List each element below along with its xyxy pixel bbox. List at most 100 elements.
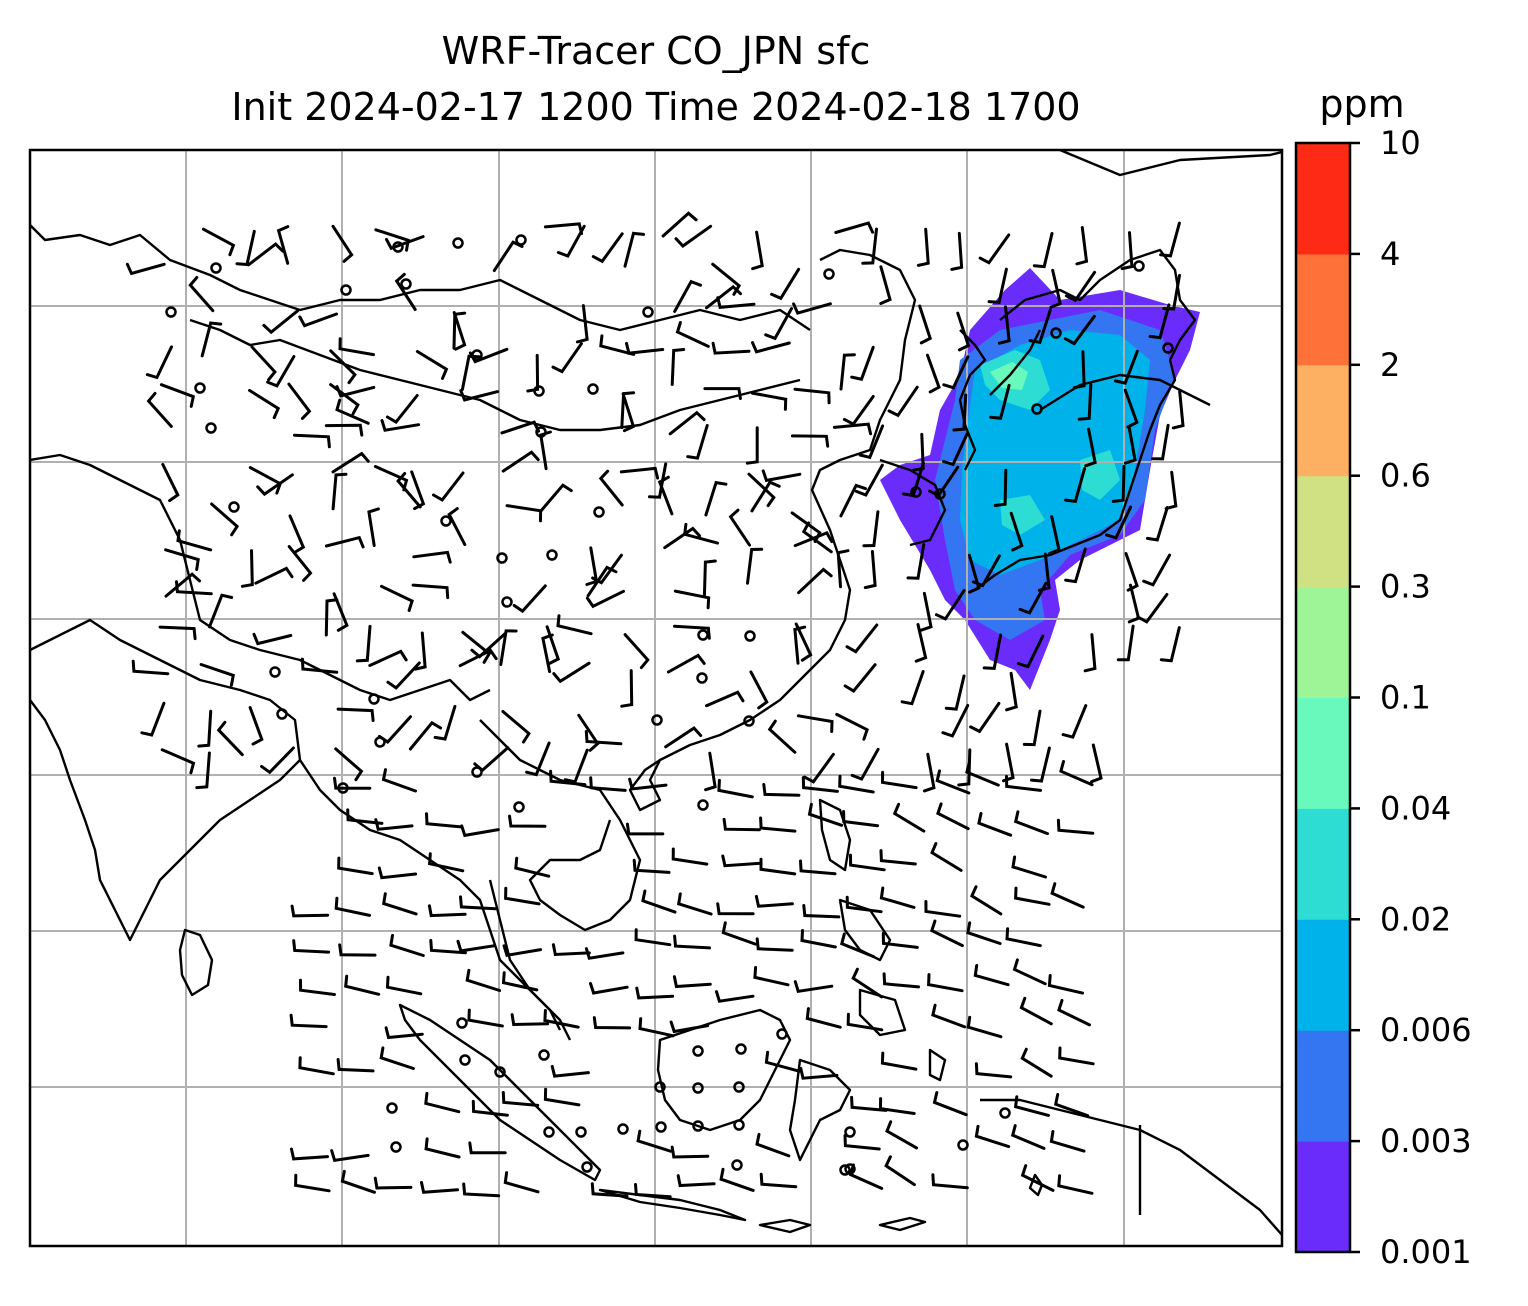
wind-barb (161, 463, 180, 503)
wind-barb (967, 553, 981, 594)
wind-barb (794, 622, 813, 662)
wind-barb (916, 227, 930, 267)
wind-barb (674, 224, 713, 248)
wind-barb (842, 810, 880, 828)
wind-barb (762, 783, 801, 797)
wind-barb (462, 1182, 501, 1198)
calm-marker (581, 1161, 593, 1173)
colorbar-band (1296, 697, 1350, 809)
wind-barb (749, 670, 769, 710)
wind-barb (551, 943, 591, 957)
wind-barb (838, 774, 875, 794)
wind-barb (428, 852, 465, 873)
calm-marker (269, 666, 281, 678)
calm-marker (692, 1045, 704, 1057)
wind-barb (384, 1026, 424, 1040)
wind-barb (987, 267, 1008, 304)
wind-barb (300, 657, 339, 674)
wind-barb (966, 1015, 1003, 1039)
calm-marker (733, 1081, 745, 1093)
wind-barb (543, 1009, 580, 1029)
wind-barb (1009, 511, 1024, 552)
wind-barb (381, 768, 417, 793)
calm-marker (697, 629, 709, 641)
wind-barb (500, 420, 541, 435)
wind-barb (751, 230, 764, 271)
wind-barb (677, 892, 713, 916)
wind-barb (971, 554, 1001, 588)
wind-barb (549, 769, 587, 787)
wind-barb (1049, 1130, 1086, 1153)
wind-barb (836, 549, 850, 589)
wind-barb (839, 483, 867, 518)
wind-barb (759, 816, 797, 833)
wind-barb (379, 1046, 415, 1070)
wind-barb (1013, 810, 1049, 836)
calm-marker (165, 306, 177, 318)
wind-barb (632, 858, 671, 874)
gridlines (30, 150, 1282, 1246)
calm-marker (390, 1141, 402, 1153)
colorbar-tick-label: 0.1 (1380, 679, 1431, 717)
calm-marker (546, 549, 558, 561)
colorbar-band (1296, 143, 1350, 255)
wind-barb (1145, 506, 1169, 542)
wind-barb (510, 1013, 550, 1027)
calm-marker (697, 799, 709, 811)
wind-barb (396, 472, 422, 509)
wind-barb (459, 895, 497, 911)
calm-marker (337, 782, 349, 794)
wind-barb (728, 508, 751, 547)
wind-barb (551, 342, 583, 374)
wind-barb (577, 713, 600, 752)
calm-marker (535, 426, 547, 438)
wind-barb (843, 663, 877, 693)
calm-marker (392, 241, 404, 253)
wind-barb (592, 1016, 632, 1030)
wind-barb (670, 1145, 710, 1159)
wind-barb (850, 1095, 888, 1112)
wind-barb (415, 350, 449, 380)
wind-barb (1083, 633, 1097, 673)
calm-marker (538, 1049, 550, 1061)
wind-barb (575, 304, 589, 344)
wind-barb (623, 633, 650, 670)
wind-barb (501, 450, 540, 473)
wind-barb (248, 706, 264, 746)
wind-barb (767, 719, 797, 754)
wind-barb (1056, 818, 1095, 835)
wind-barb (702, 559, 717, 598)
wind-barb (704, 751, 717, 792)
calm-marker (617, 1123, 629, 1135)
map-frame (28, 148, 1284, 1248)
wind-barb (1020, 1047, 1053, 1078)
wind-barb (935, 769, 971, 795)
wind-barb (850, 747, 880, 781)
wind-barb (468, 1141, 507, 1155)
wind-barb (854, 463, 884, 497)
wind-barb (840, 932, 875, 958)
wind-barb (832, 422, 873, 436)
wind-barb (248, 466, 283, 495)
wind-barb (849, 853, 886, 872)
wind-barb (1005, 671, 1018, 712)
wind-barb (1063, 314, 1096, 346)
wind-barb (377, 866, 418, 880)
wind-barb (843, 1134, 881, 1151)
colorbar-tick-label: 0.001 (1380, 1233, 1472, 1271)
wind-barb (1077, 382, 1093, 421)
wind-barb (950, 231, 964, 271)
wind-barb (512, 584, 547, 614)
wind-barb (467, 1008, 504, 1028)
calm-marker (400, 278, 412, 290)
wind-barb (952, 393, 968, 432)
wind-barb (385, 975, 423, 996)
wind-barb (759, 857, 797, 876)
wind-barb (459, 389, 500, 402)
wind-barb (427, 904, 467, 918)
wind-barb (717, 778, 754, 799)
wind-barb (514, 856, 551, 878)
wind-barb (140, 701, 166, 737)
wind-barb (764, 1050, 801, 1073)
wind-barb (563, 748, 589, 784)
